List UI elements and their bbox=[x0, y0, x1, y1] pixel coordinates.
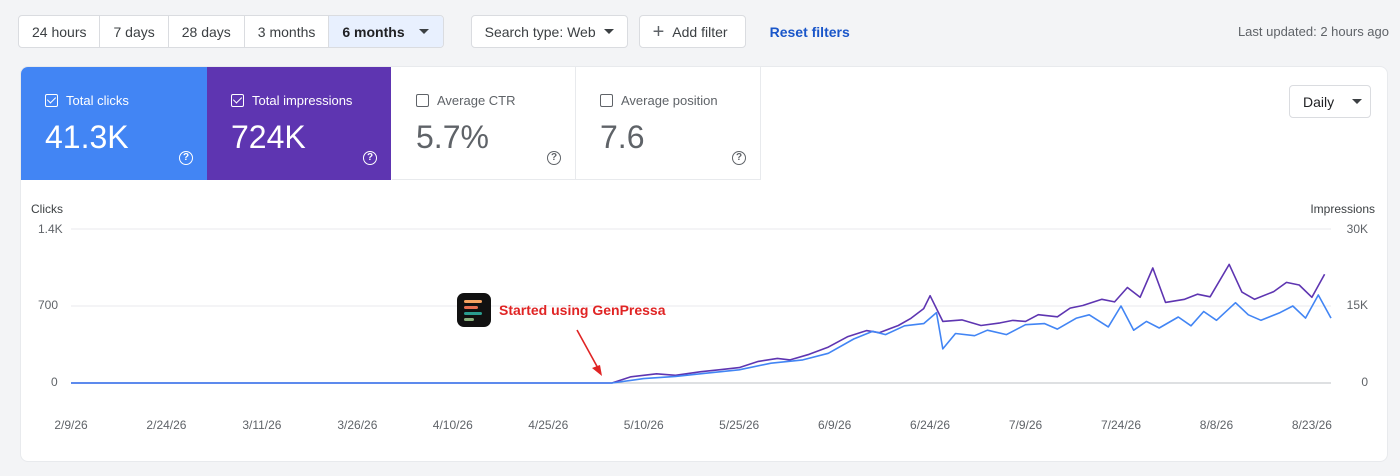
y-right-title: Impressions bbox=[1310, 202, 1375, 216]
annotation-arrowhead bbox=[592, 365, 602, 376]
performance-panel: Total clicks 41.3K ? Total impressions 7… bbox=[20, 66, 1388, 462]
metric-total-clicks-value: 41.3K bbox=[45, 119, 129, 155]
x-axis-tick: 5/25/26 bbox=[719, 418, 760, 432]
search-type-dropdown[interactable]: Search type: Web bbox=[470, 15, 628, 48]
checkbox-checked-icon[interactable] bbox=[45, 94, 58, 107]
x-axis-tick: 6/24/26 bbox=[910, 418, 951, 432]
add-filter-button[interactable]: + Add filter bbox=[638, 15, 746, 48]
metric-total-impressions[interactable]: Total impressions 724K ? bbox=[207, 67, 391, 180]
y-left-tick: 0 bbox=[51, 375, 58, 389]
chevron-down-icon bbox=[603, 29, 614, 34]
x-axis-tick: 3/26/26 bbox=[337, 418, 378, 432]
y-left-tick: 1.4K bbox=[38, 222, 63, 236]
series-line-total-impressions bbox=[71, 263, 1326, 384]
metric-average-ctr-header: Average CTR bbox=[416, 93, 516, 108]
metric-average-ctr-value: 5.7% bbox=[416, 119, 489, 155]
annotation-label: Started using GenPressa bbox=[457, 293, 666, 327]
checkbox-unchecked-icon[interactable] bbox=[600, 94, 613, 107]
range-3-months[interactable]: 3 months bbox=[245, 16, 330, 47]
series-line-total-clicks bbox=[71, 294, 1332, 384]
range-6-months[interactable]: 6 months bbox=[329, 16, 443, 47]
help-icon[interactable]: ? bbox=[732, 151, 746, 165]
help-icon[interactable]: ? bbox=[363, 151, 377, 165]
x-axis-tick: 8/8/26 bbox=[1199, 418, 1234, 432]
chevron-down-icon bbox=[1352, 99, 1363, 104]
range-6-months-label: 6 months bbox=[342, 23, 405, 40]
help-icon[interactable]: ? bbox=[547, 151, 561, 165]
granularity-dropdown[interactable]: Daily bbox=[1289, 85, 1371, 118]
y-left-tick: 700 bbox=[38, 298, 59, 312]
annotation-text: Started using GenPressa bbox=[499, 302, 666, 318]
performance-chart bbox=[71, 228, 1332, 384]
x-axis-tick: 2/9/26 bbox=[54, 418, 88, 432]
plus-icon: + bbox=[652, 20, 665, 43]
chart-series bbox=[71, 263, 1332, 384]
metric-average-ctr[interactable]: Average CTR 5.7% ? bbox=[392, 67, 576, 180]
x-axis-tick: 3/11/26 bbox=[242, 418, 282, 432]
add-filter-label: Add filter bbox=[672, 23, 728, 40]
checkbox-unchecked-icon[interactable] bbox=[416, 94, 429, 107]
metric-total-clicks[interactable]: Total clicks 41.3K ? bbox=[21, 67, 207, 180]
reset-filters-link[interactable]: Reset filters bbox=[769, 23, 850, 40]
y-right-tick: 30K bbox=[1346, 222, 1368, 236]
metric-average-position-header: Average position bbox=[600, 93, 718, 108]
y-right-tick: 15K bbox=[1346, 298, 1368, 312]
range-24-hours[interactable]: 24 hours bbox=[19, 16, 101, 47]
metric-average-ctr-label: Average CTR bbox=[437, 93, 516, 108]
range-7-days[interactable]: 7 days bbox=[100, 16, 169, 47]
x-axis-tick: 7/9/26 bbox=[1008, 418, 1043, 432]
metric-average-position[interactable]: Average position 7.6 ? bbox=[576, 67, 761, 180]
x-axis-tick: 4/10/26 bbox=[432, 418, 473, 432]
annotation-arrow bbox=[576, 329, 602, 376]
x-axis-tick: 8/23/26 bbox=[1291, 418, 1332, 432]
metric-total-clicks-header: Total clicks bbox=[45, 93, 129, 108]
granularity-label: Daily bbox=[1303, 93, 1335, 110]
chevron-down-icon bbox=[418, 29, 429, 34]
x-axis-tick: 2/24/26 bbox=[146, 418, 187, 432]
chart-gridlines bbox=[71, 228, 1331, 384]
metric-total-clicks-label: Total clicks bbox=[66, 93, 129, 108]
help-icon[interactable]: ? bbox=[179, 151, 193, 165]
search-type-label: Search type: Web bbox=[484, 23, 596, 40]
metric-average-position-value: 7.6 bbox=[600, 119, 645, 155]
last-updated-text: Last updated: 2 hours ago bbox=[1237, 24, 1389, 39]
x-axis-tick: 5/10/26 bbox=[623, 418, 664, 432]
checkbox-checked-icon[interactable] bbox=[231, 94, 244, 107]
annotation-arrow-line bbox=[576, 329, 600, 371]
x-axis-tick: 7/24/26 bbox=[1100, 418, 1142, 432]
x-axis-tick: 6/9/26 bbox=[817, 418, 852, 432]
genpressa-logo-icon bbox=[457, 293, 491, 327]
metric-total-impressions-value: 724K bbox=[231, 119, 306, 155]
metric-total-impressions-label: Total impressions bbox=[252, 93, 353, 108]
date-range-selector: 24 hours 7 days 28 days 3 months 6 month… bbox=[18, 15, 444, 48]
range-28-days[interactable]: 28 days bbox=[169, 16, 245, 47]
date-range-toolbar: 24 hours 7 days 28 days 3 months 6 month… bbox=[18, 15, 850, 48]
y-right-tick: 0 bbox=[1361, 375, 1368, 389]
x-axis-tick: 4/25/26 bbox=[528, 418, 569, 432]
metric-total-impressions-header: Total impressions bbox=[231, 93, 352, 108]
y-left-title: Clicks bbox=[31, 202, 63, 216]
metric-average-position-label: Average position bbox=[621, 93, 718, 108]
